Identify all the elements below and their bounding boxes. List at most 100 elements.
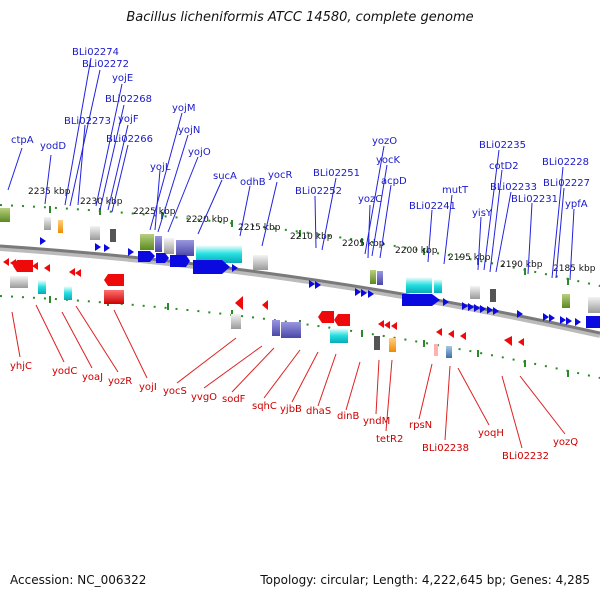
ruler-label: 2215 kbp [238, 223, 281, 233]
gene-arrow-minus [318, 311, 334, 323]
topology-text: Topology: circular; Length: 4,222,645 bp… [260, 573, 590, 587]
gene-label: yozQ [553, 437, 578, 448]
gene-arrow-minus [460, 332, 466, 340]
ruler-label: 2235 kbp [28, 187, 71, 197]
feature-box [164, 238, 174, 254]
gene-arrow-plus [232, 264, 238, 272]
gene-arrow-plus [368, 290, 374, 298]
gene-arrow-minus [3, 258, 9, 266]
gene-label: yojF [118, 114, 139, 125]
gene-arrow-plus [566, 317, 572, 325]
feature-box [90, 226, 100, 240]
gene-label: BLi02232 [502, 451, 549, 462]
gene-arrow-plus [104, 244, 110, 252]
gene-arrow-minus [75, 269, 81, 277]
gene-arrow-plus [170, 255, 190, 267]
leader-lines-plus [7, 57, 575, 281]
gene-label: mutT [442, 185, 469, 196]
gene-arrow-minus [104, 274, 124, 286]
gene-label: BLi02227 [543, 178, 590, 189]
gene-arrow-plus [193, 260, 230, 274]
gene-label: BLi02272 [82, 59, 129, 70]
backbone-arc [0, 244, 600, 335]
gene-label: yojO [188, 147, 211, 158]
feature-box [470, 286, 480, 299]
gene-label: cotD2 [489, 161, 519, 172]
gene-label: sqhC [252, 401, 277, 412]
gene-label: BLi02251 [313, 168, 360, 179]
gene-label: ypfA [565, 199, 588, 210]
gene-arrow-plus [40, 237, 46, 245]
feature-box [176, 240, 194, 256]
gene-arrow-minus [391, 322, 397, 330]
gene-arrow-minus [32, 262, 38, 270]
ruler-label: 2195 kbp [448, 253, 491, 263]
gene-arrow-plus [480, 305, 486, 313]
gene-label: odhB [240, 177, 266, 188]
gene-arrow-plus [95, 243, 101, 251]
gene-label: BLi02268 [105, 94, 152, 105]
gene-arrow-minus [69, 268, 75, 276]
gene-label: yozO [372, 136, 397, 147]
gene-labels-minus[interactable]: yhjC yodC yoaJ yozR yojI yocS yvgO sodF … [10, 361, 578, 462]
feature-box [110, 229, 116, 242]
feature-box [155, 236, 162, 252]
gene-label: yndM [363, 416, 390, 427]
gene-label: BLi02233 [490, 182, 537, 193]
feature-box [446, 346, 452, 358]
gene-label: yocR [268, 170, 293, 181]
gene-label: yoaJ [82, 372, 103, 383]
feature-box [389, 338, 396, 352]
ruler-label: 2190 kbp [500, 260, 543, 270]
gene-arrow-minus [378, 320, 384, 328]
gene-arrow-minus [235, 296, 243, 310]
gene-labels-plus[interactable]: ctpA yodD BLi02274 BLi02272 yojE BLi0226… [11, 47, 590, 219]
feature-box [374, 336, 380, 350]
gene-label: sodF [222, 394, 246, 405]
gene-arrow-plus [361, 289, 367, 297]
gene-label: yocK [376, 155, 401, 166]
feature-box [10, 276, 28, 288]
gene-label: BLi02273 [64, 116, 111, 127]
gene-label: yodC [52, 366, 77, 377]
feature-box [231, 314, 241, 329]
feature-boxes-outer[interactable] [0, 208, 600, 313]
gene-arrow-plus [156, 253, 169, 263]
feature-box [370, 270, 376, 284]
gene-label: yvgO [191, 392, 217, 403]
gene-arrow-plus [493, 307, 499, 315]
gene-label: yoqH [478, 428, 504, 439]
gene-label: BLi02238 [422, 443, 469, 454]
feature-box [434, 344, 438, 356]
feature-box [58, 220, 63, 233]
gene-label: yojL [150, 162, 171, 173]
ruler-label: 2200 kbp [395, 246, 438, 256]
gene-arrow-plus [355, 288, 361, 296]
gene-label: yodD [40, 141, 66, 152]
gene-arrow-minus [44, 264, 50, 272]
feature-box [281, 322, 301, 338]
gene-arrow-plus [487, 306, 493, 314]
gene-arrow-minus [334, 314, 350, 326]
feature-box [253, 255, 268, 270]
gene-label: rpsN [409, 420, 432, 431]
gene-arrow-plus [543, 313, 549, 321]
gene-label: dhaS [306, 406, 331, 417]
accession-text: Accession: NC_006322 [10, 573, 147, 587]
major-ticks-inner [49, 296, 569, 377]
plus-strand-genes[interactable] [40, 237, 600, 328]
feature-boxes-inner[interactable] [10, 276, 452, 358]
gene-label: yojE [112, 73, 133, 84]
minus-strand-genes[interactable] [3, 258, 524, 346]
ruler-label: 2220 kbp [186, 215, 229, 225]
gene-label: yojM [172, 103, 195, 114]
feature-box [64, 286, 72, 300]
gene-arrow-plus [402, 294, 440, 306]
feature-box [104, 290, 124, 304]
gene-label: BLi02228 [542, 157, 589, 168]
feature-box [196, 245, 242, 263]
feature-box [330, 328, 348, 343]
ruler-label: 2210 kbp [290, 232, 333, 242]
gene-arrow-plus [517, 310, 523, 318]
